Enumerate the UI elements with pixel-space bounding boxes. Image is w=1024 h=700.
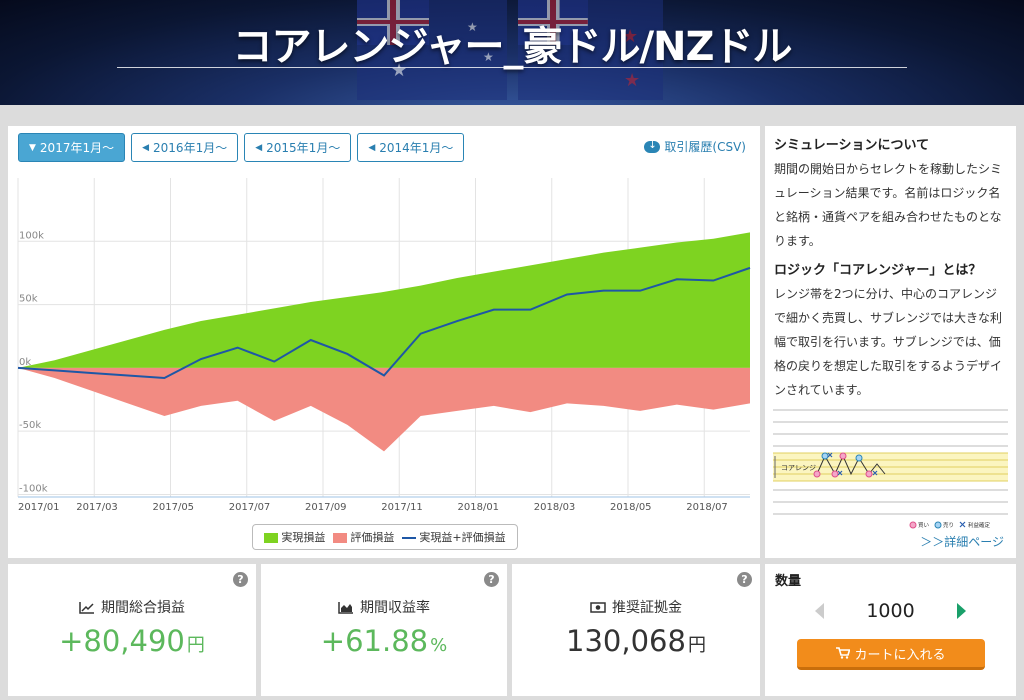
period-tabs: ▼ 2017年1月〜 ◀ 2016年1月〜 ◀ 2015年1月〜 ◀ 2014年1月〜	[18, 133, 465, 162]
x-tick-label: 2018/01	[458, 502, 500, 513]
logic-heading: ロジック「コアレンジャー」とは？	[774, 263, 982, 278]
x-tick-label: 2017/07	[229, 502, 271, 513]
csv-download-link[interactable]: 取引履歴(CSV)	[644, 138, 746, 155]
logic-text: レンジ帯を2つに分け、中心のコアレンジで細かく売買し、サブレンジでは大きな利幅で…	[774, 287, 1003, 397]
y-tick-label: -100k	[19, 483, 48, 494]
detail-page-link[interactable]: ＞＞詳細ページ	[920, 535, 1004, 549]
tab-2014[interactable]: ◀ 2014年1月〜	[357, 133, 465, 162]
quantity-card: 数量 1000 カートに入れる	[765, 564, 1016, 696]
tab-2016[interactable]: ◀ 2016年1月〜	[131, 133, 239, 162]
quantity-label: 数量	[775, 574, 802, 589]
svg-text:コアレンジ: コアレンジ	[781, 464, 816, 472]
caret-left-icon: ◀	[368, 142, 376, 153]
info-panel: シミュレーションについて 期間の開始日からセレクトを稼動したシミュレーション結果…	[765, 126, 1016, 558]
cloud-download-icon	[644, 140, 661, 153]
x-tick-label: 2018/03	[534, 502, 576, 513]
total-profit-card: ? 期間総合損益 +80,490 円	[8, 564, 256, 696]
x-tick-label: 2017/05	[153, 502, 195, 513]
x-tick-label: 2017/09	[305, 502, 347, 513]
simulation-heading: シミュレーションについて	[774, 138, 930, 153]
page-title: コアレンジャー_豪ドル/NZドル	[232, 24, 792, 70]
svg-text:利益確定: 利益確定	[968, 521, 991, 529]
return-rate-card: ? 期間収益率 +61.88%	[261, 564, 507, 696]
help-icon[interactable]: ?	[233, 572, 248, 587]
add-to-cart-button[interactable]: カートに入れる	[797, 639, 985, 670]
x-tick-label: 2018/07	[686, 502, 728, 513]
unrealized-profit-area	[18, 367, 750, 452]
decrease-arrow-icon[interactable]	[815, 603, 825, 619]
help-icon[interactable]: ?	[737, 572, 752, 587]
quantity-value: 1000	[866, 600, 915, 622]
profit-chart: 100k 50k 0k -50k -100k 2017/01 2017/03 2017/05 2…	[17, 178, 751, 513]
cart-icon	[836, 647, 851, 659]
quantity-stepper: 1000	[765, 600, 1016, 622]
money-icon	[590, 601, 606, 613]
caret-down-icon: ▼	[29, 142, 36, 153]
svg-text:買い: 買い	[918, 522, 930, 529]
x-tick-label: 2017/01	[18, 502, 60, 513]
tab-2015[interactable]: ◀ 2015年1月〜	[244, 133, 352, 162]
legend-item-unrealized[interactable]: 評価損益	[333, 529, 394, 545]
total-profit-label: 期間総合損益	[101, 600, 185, 616]
x-tick-label: 2018/05	[610, 502, 652, 513]
x-tick-label: 2017/11	[381, 502, 423, 513]
svg-text:売り: 売り	[943, 521, 954, 529]
y-tick-label: 50k	[19, 294, 38, 305]
return-rate-value: +61.88	[320, 624, 429, 658]
margin-value: 130,068	[566, 624, 686, 658]
realized-profit-area	[18, 232, 750, 368]
chart-panel: ▼ 2017年1月〜 ◀ 2016年1月〜 ◀ 2015年1月〜 ◀ 2014年1月〜 …	[8, 126, 760, 558]
chart-legend: 実現損益 評価損益 実現益+評価損益	[252, 524, 518, 550]
x-tick-label: 2017/03	[76, 502, 118, 513]
margin-card: ? 推奨証拠金 130,068 円	[512, 564, 760, 696]
australia-flag: ★ ★ ★	[357, 0, 507, 100]
page-header: ★ ★ ★ ★ ★ コアレンジャー_豪ドル/NZドル	[0, 0, 1024, 105]
help-icon[interactable]: ?	[484, 572, 499, 587]
return-rate-label: 期間収益率	[360, 600, 430, 616]
y-tick-label: -50k	[19, 420, 41, 431]
total-profit-value: +80,490	[59, 624, 185, 658]
title-underline	[117, 67, 907, 68]
tab-2017[interactable]: ▼ 2017年1月〜	[18, 133, 126, 162]
y-tick-label: 0k	[19, 357, 31, 368]
area-chart-icon	[338, 601, 353, 614]
caret-left-icon: ◀	[142, 142, 150, 153]
margin-label: 推奨証拠金	[612, 600, 682, 616]
y-tick-label: 100k	[19, 230, 44, 241]
increase-arrow-icon[interactable]	[956, 603, 966, 619]
range-diagram: コアレンジ 買い 売り 利益確定	[773, 409, 1008, 529]
legend-item-total[interactable]: 実現益+評価損益	[402, 529, 506, 545]
line-chart-icon	[79, 601, 94, 614]
new-zealand-flag: ★ ★	[518, 0, 663, 100]
simulation-text: 期間の開始日からセレクトを稼動したシミュレーション結果です。名前はロジック名と銘…	[774, 162, 1003, 248]
total-profit-line	[17, 266, 751, 380]
caret-left-icon: ◀	[255, 142, 263, 153]
legend-item-realized[interactable]: 実現損益	[264, 529, 325, 545]
